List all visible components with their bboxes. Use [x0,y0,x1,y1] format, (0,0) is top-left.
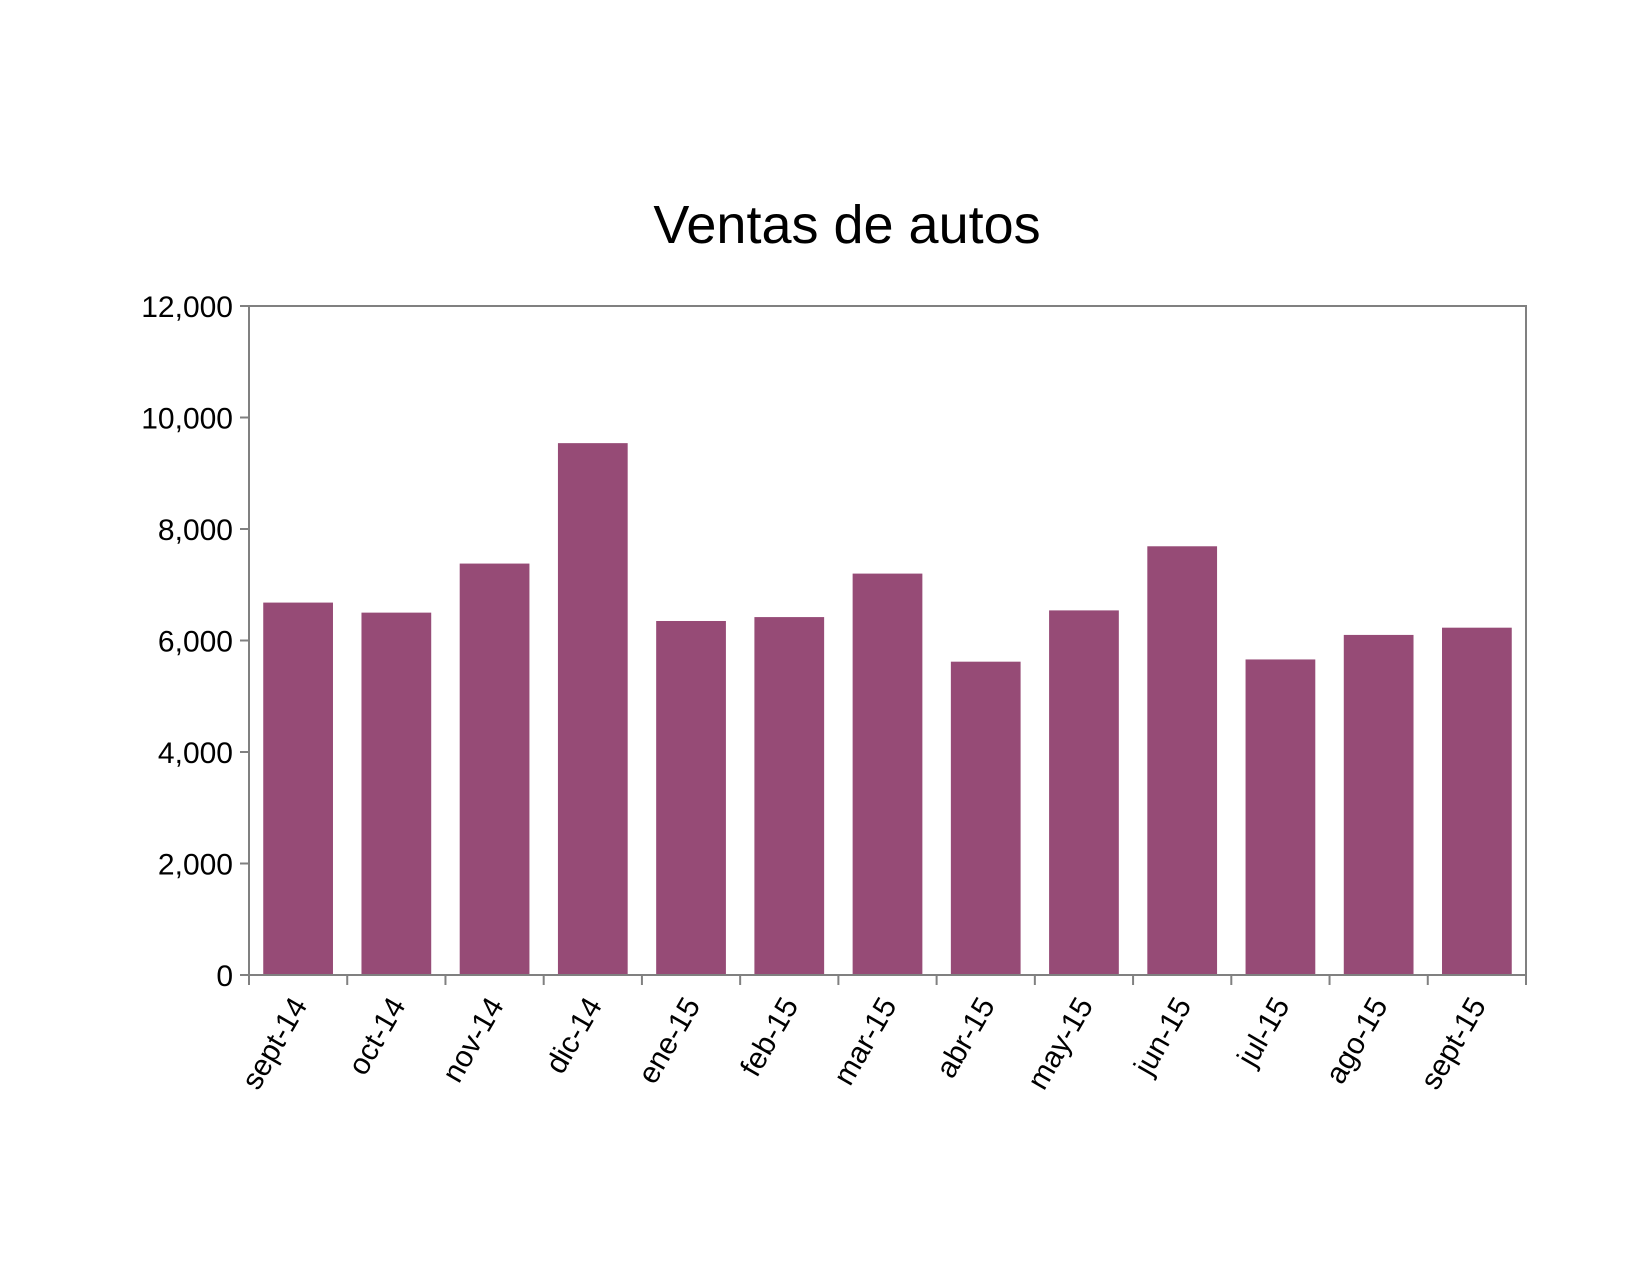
bar-ago-15 [1343,634,1414,975]
bar-sept-14 [263,602,333,975]
bar-nov-14 [459,563,530,975]
x-tick-label: sept-14 [236,992,315,1095]
x-tick-label: nov-14 [436,992,510,1088]
bar-oct-14 [361,612,432,976]
plot-area: 0 2,000 4,000 6,000 8,000 10,000 12,000 sept-14… [141,291,1527,1095]
bar-sept-15 [1442,627,1512,975]
bar-may-15 [1049,610,1119,975]
bar-ene-15 [656,620,726,975]
y-tick-label: 12,000 [141,291,233,324]
x-tick-label: mar-15 [827,992,903,1091]
y-tick-label: 6,000 [158,626,233,659]
bar-jul-15 [1245,659,1316,975]
x-tick-label: ene-15 [632,992,707,1089]
chart-title: Ventas de autos [653,195,1040,255]
bar-mar-15 [852,573,923,975]
x-tick-label: feb-15 [734,992,805,1082]
x-tick-label: oct-14 [342,992,412,1081]
y-tick-label: 10,000 [141,403,233,436]
x-tick-label: sept-15 [1414,992,1493,1095]
x-tick-label: may-15 [1021,992,1100,1095]
x-tick-label: jun-15 [1127,992,1198,1082]
bar-dic-14 [557,443,628,975]
y-tick-label: 4,000 [158,737,233,770]
bar-jun-15 [1147,546,1218,975]
y-tick-label: 0 [216,960,233,993]
x-tick-label: jul-15 [1231,992,1297,1073]
y-tick-label: 2,000 [158,849,233,882]
x-tick-label: dic-14 [539,992,608,1079]
bar-feb-15 [754,617,825,975]
x-tick-label: abr-15 [930,992,1002,1084]
bar-abr-15 [950,661,1021,975]
x-tick-label: ago-15 [1319,992,1394,1089]
y-tick-label: 8,000 [158,514,233,547]
